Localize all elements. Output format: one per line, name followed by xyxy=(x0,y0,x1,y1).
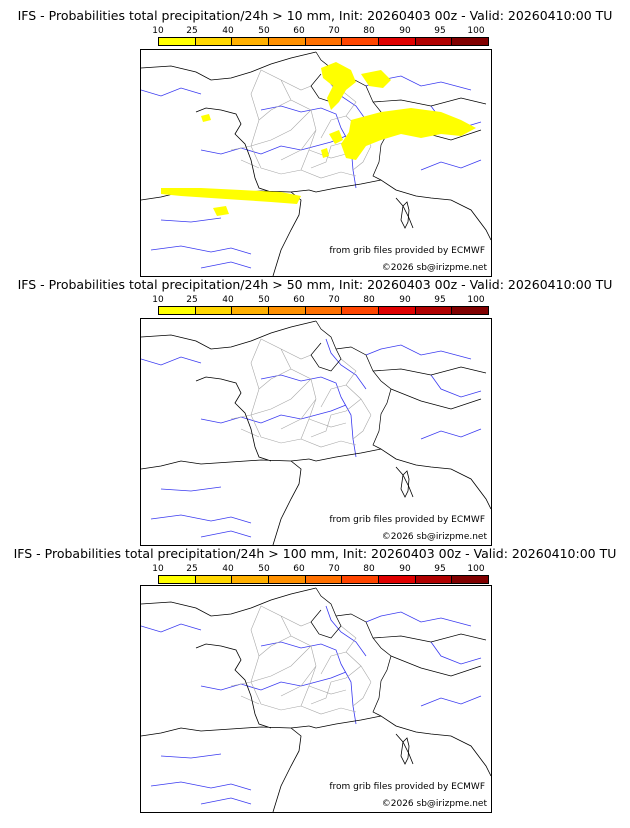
colorbar-tick-label: 25 xyxy=(186,564,198,574)
source-credit: from grib files provided by ECMWF xyxy=(329,246,485,256)
colorbar-tick-label: 60 xyxy=(293,295,305,305)
precip-area xyxy=(329,130,343,144)
colorbar-tick-label: 80 xyxy=(363,26,375,36)
colorbar-swatch xyxy=(269,38,306,45)
colorbar-swatch xyxy=(415,38,453,45)
colorbar-tick-label: 100 xyxy=(467,564,485,574)
colorbar-tick-label: 50 xyxy=(258,295,270,305)
colorbar-tick-label: 60 xyxy=(293,564,305,574)
precip-area xyxy=(321,62,356,110)
colorbar-tick-label: 40 xyxy=(222,564,234,574)
precip-area xyxy=(161,188,301,204)
colorbar-tick-label: 90 xyxy=(399,295,411,305)
colorbar-tick-label: 80 xyxy=(363,295,375,305)
map-area: from grib files provided by ECMWF ©2026 s… xyxy=(140,49,492,277)
copyright-credit: ©2026 sb@irizpme.net xyxy=(381,799,487,809)
colorbar-swatch xyxy=(195,38,233,45)
colorbar-tick-label: 40 xyxy=(222,295,234,305)
colorbar-swatch xyxy=(269,576,306,583)
colorbar-tick-label: 25 xyxy=(186,26,198,36)
colorbar-tick-label: 40 xyxy=(222,26,234,36)
colorbar-tick-label: 95 xyxy=(434,564,446,574)
source-credit: from grib files provided by ECMWF xyxy=(329,515,485,525)
colorbar-swatch xyxy=(232,38,270,45)
precip-area xyxy=(361,70,391,88)
colorbar-swatches xyxy=(158,37,489,46)
colorbar-tick-label: 50 xyxy=(258,564,270,574)
basemap xyxy=(141,587,491,812)
colorbar-swatch xyxy=(305,307,343,314)
colorbar-tick-label: 10 xyxy=(152,295,164,305)
basemap xyxy=(141,51,491,276)
colorbar-swatch xyxy=(342,576,380,583)
precip-area xyxy=(321,148,329,158)
colorbar-tick-label: 100 xyxy=(467,295,485,305)
colorbar-swatch xyxy=(305,38,343,45)
colorbar-swatch xyxy=(415,307,453,314)
colorbar-swatch xyxy=(379,307,416,314)
map-area: from grib files provided by ECMWF ©2026 s… xyxy=(140,318,492,546)
colorbar-swatch xyxy=(159,576,196,583)
colorbar-swatch xyxy=(195,576,233,583)
probability-colorbar: 10 25 40 50 60 70 80 90 95 100 xyxy=(152,564,498,588)
probability-colorbar: 10 25 40 50 60 70 80 90 95 100 xyxy=(152,295,498,319)
colorbar-swatch xyxy=(269,307,306,314)
panel-title: IFS - Probabilities total precipitation/… xyxy=(17,8,613,23)
colorbar-swatch xyxy=(452,576,489,583)
colorbar-tick-label: 95 xyxy=(434,295,446,305)
copyright-credit: ©2026 sb@irizpme.net xyxy=(381,263,487,273)
source-credit: from grib files provided by ECMWF xyxy=(329,782,485,792)
basemap xyxy=(141,320,491,545)
panel-title: IFS - Probabilities total precipitation/… xyxy=(17,277,613,292)
colorbar-tick-label: 25 xyxy=(186,295,198,305)
colorbar-swatch xyxy=(305,576,343,583)
colorbar-swatch xyxy=(159,307,196,314)
colorbar-tick-label: 60 xyxy=(293,26,305,36)
panel-10mm: IFS - Probabilities total precipitation/… xyxy=(0,8,630,278)
colorbar-tick-label: 90 xyxy=(399,564,411,574)
colorbar-swatch xyxy=(232,576,270,583)
probability-colorbar: 10 25 40 50 60 70 80 90 95 100 xyxy=(152,26,498,50)
colorbar-swatch xyxy=(195,307,233,314)
map-area: from grib files provided by ECMWF ©2026 s… xyxy=(140,585,492,813)
panel-100mm: IFS - Probabilities total precipitation/… xyxy=(0,546,630,816)
precip-area xyxy=(201,114,211,122)
colorbar-tick-label: 70 xyxy=(328,564,340,574)
colorbar-tick-label: 70 xyxy=(328,26,340,36)
panel-title: IFS - Probabilities total precipitation/… xyxy=(13,546,617,561)
colorbar-swatches xyxy=(158,306,489,315)
colorbar-swatch xyxy=(379,576,416,583)
colorbar-swatch xyxy=(342,38,380,45)
colorbar-swatch xyxy=(379,38,416,45)
colorbar-tick-label: 100 xyxy=(467,26,485,36)
precip-area xyxy=(341,108,476,160)
colorbar-swatch xyxy=(232,307,270,314)
colorbar-swatch xyxy=(452,38,489,45)
colorbar-tick-label: 10 xyxy=(152,26,164,36)
colorbar-swatch xyxy=(342,307,380,314)
panel-50mm: IFS - Probabilities total precipitation/… xyxy=(0,277,630,547)
colorbar-swatch xyxy=(159,38,196,45)
colorbar-tick-label: 90 xyxy=(399,26,411,36)
colorbar-tick-label: 50 xyxy=(258,26,270,36)
colorbar-swatches xyxy=(158,575,489,584)
colorbar-swatch xyxy=(452,307,489,314)
colorbar-tick-label: 80 xyxy=(363,564,375,574)
colorbar-tick-label: 70 xyxy=(328,295,340,305)
colorbar-tick-label: 10 xyxy=(152,564,164,574)
colorbar-swatch xyxy=(415,576,453,583)
precip-area xyxy=(213,206,229,216)
copyright-credit: ©2026 sb@irizpme.net xyxy=(381,532,487,542)
colorbar-tick-label: 95 xyxy=(434,26,446,36)
